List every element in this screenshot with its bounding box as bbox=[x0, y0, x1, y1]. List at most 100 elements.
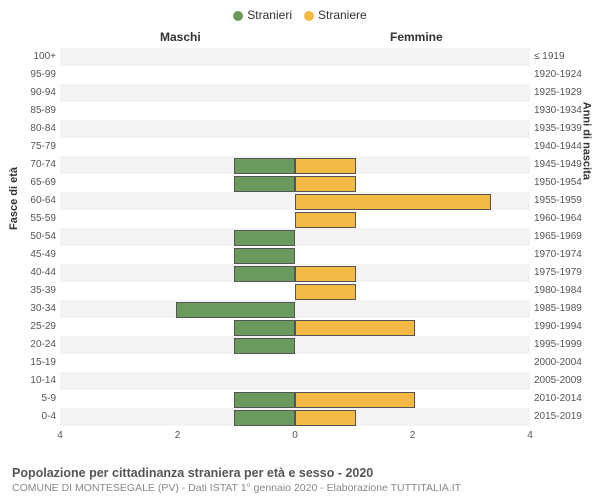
chart-area: Maschi Femmine 100+≤ 191995-991920-19249… bbox=[60, 30, 530, 440]
chart-subtitle: COMUNE DI MONTESEGALE (PV) - Dati ISTAT … bbox=[12, 482, 461, 494]
birth-year-label: 1940-1944 bbox=[534, 138, 592, 156]
bar-male bbox=[234, 158, 295, 174]
birth-year-label: 1965-1969 bbox=[534, 228, 592, 246]
rows: 100+≤ 191995-991920-192490-941925-192985… bbox=[60, 48, 530, 426]
bar-male bbox=[234, 248, 295, 264]
birth-year-label: 1975-1979 bbox=[534, 264, 592, 282]
bar-male bbox=[234, 176, 295, 192]
age-label: 100+ bbox=[12, 48, 56, 66]
pyramid-row: 50-541965-1969 bbox=[60, 228, 530, 246]
pyramid-row: 85-891930-1934 bbox=[60, 102, 530, 120]
legend-label: Straniere bbox=[318, 8, 367, 22]
pyramid-row: 15-192000-2004 bbox=[60, 354, 530, 372]
pyramid-row: 0-42015-2019 bbox=[60, 408, 530, 426]
pyramid-row: 20-241995-1999 bbox=[60, 336, 530, 354]
x-tick: 4 bbox=[527, 430, 533, 441]
legend-item: Stranieri bbox=[233, 8, 292, 22]
age-label: 15-19 bbox=[12, 354, 56, 372]
pyramid-row: 45-491970-1974 bbox=[60, 246, 530, 264]
birth-year-label: 1945-1949 bbox=[534, 156, 592, 174]
bar-male bbox=[234, 338, 295, 354]
legend-item: Straniere bbox=[304, 8, 367, 22]
legend-swatch bbox=[304, 11, 314, 21]
bar-male bbox=[234, 320, 295, 336]
age-label: 80-84 bbox=[12, 120, 56, 138]
pyramid-row: 10-142005-2009 bbox=[60, 372, 530, 390]
pyramid-row: 90-941925-1929 bbox=[60, 84, 530, 102]
age-label: 35-39 bbox=[12, 282, 56, 300]
pyramid-row: 60-641955-1959 bbox=[60, 192, 530, 210]
age-label: 75-79 bbox=[12, 138, 56, 156]
x-tick: 4 bbox=[57, 430, 63, 441]
birth-year-label: 2005-2009 bbox=[534, 372, 592, 390]
age-label: 95-99 bbox=[12, 66, 56, 84]
chart-title: Popolazione per cittadinanza straniera p… bbox=[12, 466, 461, 480]
pyramid-row: 80-841935-1939 bbox=[60, 120, 530, 138]
birth-year-label: 1955-1959 bbox=[534, 192, 592, 210]
bar-female bbox=[295, 392, 415, 408]
pyramid-row: 95-991920-1924 bbox=[60, 66, 530, 84]
age-label: 25-29 bbox=[12, 318, 56, 336]
pyramid-row: 75-791940-1944 bbox=[60, 138, 530, 156]
pyramid-row: 5-92010-2014 bbox=[60, 390, 530, 408]
pyramid-row: 70-741945-1949 bbox=[60, 156, 530, 174]
bar-male bbox=[234, 410, 295, 426]
birth-year-label: 1935-1939 bbox=[534, 120, 592, 138]
age-label: 20-24 bbox=[12, 336, 56, 354]
bar-female bbox=[295, 410, 356, 426]
pyramid-row: 100+≤ 1919 bbox=[60, 48, 530, 66]
bar-female bbox=[295, 158, 356, 174]
pyramid-row: 40-441975-1979 bbox=[60, 264, 530, 282]
age-label: 70-74 bbox=[12, 156, 56, 174]
birth-year-label: 1930-1934 bbox=[534, 102, 592, 120]
pyramid-row: 35-391980-1984 bbox=[60, 282, 530, 300]
pyramid-row: 55-591960-1964 bbox=[60, 210, 530, 228]
birth-year-label: 1995-1999 bbox=[534, 336, 592, 354]
birth-year-label: 1970-1974 bbox=[534, 246, 592, 264]
col-header-femmine: Femmine bbox=[390, 30, 443, 44]
legend: Stranieri Straniere bbox=[0, 0, 600, 22]
age-label: 90-94 bbox=[12, 84, 56, 102]
bar-female bbox=[295, 320, 415, 336]
x-axis: 4 2 0 2 4 bbox=[60, 430, 530, 442]
age-label: 65-69 bbox=[12, 174, 56, 192]
x-tick: 2 bbox=[410, 430, 416, 441]
age-label: 60-64 bbox=[12, 192, 56, 210]
age-label: 50-54 bbox=[12, 228, 56, 246]
age-label: 5-9 bbox=[12, 390, 56, 408]
x-tick: 0 bbox=[292, 430, 298, 441]
birth-year-label: 2015-2019 bbox=[534, 408, 592, 426]
col-header-maschi: Maschi bbox=[160, 30, 201, 44]
age-label: 0-4 bbox=[12, 408, 56, 426]
bar-female bbox=[295, 212, 356, 228]
legend-label: Stranieri bbox=[247, 8, 292, 22]
birth-year-label: 1985-1989 bbox=[534, 300, 592, 318]
bar-male bbox=[176, 302, 296, 318]
age-label: 40-44 bbox=[12, 264, 56, 282]
pyramid-row: 25-291990-1994 bbox=[60, 318, 530, 336]
bar-female bbox=[295, 194, 491, 210]
bar-female bbox=[295, 176, 356, 192]
chart-container: StranieriStraniere Fasce di età Anni di … bbox=[0, 0, 600, 500]
age-label: 85-89 bbox=[12, 102, 56, 120]
age-label: 30-34 bbox=[12, 300, 56, 318]
bar-female bbox=[295, 266, 356, 282]
birth-year-label: 1950-1954 bbox=[534, 174, 592, 192]
age-label: 55-59 bbox=[12, 210, 56, 228]
birth-year-label: 1925-1929 bbox=[534, 84, 592, 102]
bar-male bbox=[234, 266, 295, 282]
pyramid-row: 30-341985-1989 bbox=[60, 300, 530, 318]
bar-male bbox=[234, 392, 295, 408]
birth-year-label: 1980-1984 bbox=[534, 282, 592, 300]
bar-male bbox=[234, 230, 295, 246]
age-label: 45-49 bbox=[12, 246, 56, 264]
birth-year-label: 1920-1924 bbox=[534, 66, 592, 84]
x-tick: 2 bbox=[175, 430, 181, 441]
pyramid-row: 65-691950-1954 bbox=[60, 174, 530, 192]
footer: Popolazione per cittadinanza straniera p… bbox=[12, 466, 461, 494]
age-label: 10-14 bbox=[12, 372, 56, 390]
bar-female bbox=[295, 284, 356, 300]
birth-year-label: 2010-2014 bbox=[534, 390, 592, 408]
birth-year-label: 1960-1964 bbox=[534, 210, 592, 228]
birth-year-label: 1990-1994 bbox=[534, 318, 592, 336]
